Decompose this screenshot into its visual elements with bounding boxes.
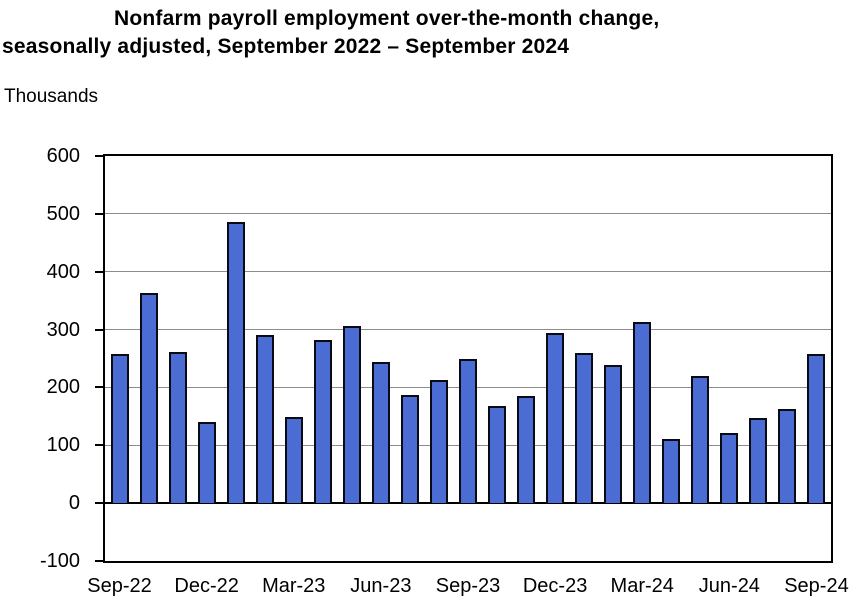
y-tick-mark xyxy=(95,560,103,562)
x-tick-label-Dec-22: Dec-22 xyxy=(174,575,239,597)
plot-area xyxy=(103,154,833,563)
gridline xyxy=(105,329,831,331)
y-axis-unit-label: Thousands xyxy=(4,86,99,107)
x-tick-label-Sep-22: Sep-22 xyxy=(87,575,152,597)
bar-Jan-23 xyxy=(226,222,245,504)
bar-Sep-24 xyxy=(807,354,826,504)
bar-Sep-23 xyxy=(459,358,477,504)
bar-Mar-23 xyxy=(284,416,303,504)
y-tick-mark xyxy=(95,328,103,331)
bar-Nov-23 xyxy=(517,395,536,504)
x-tick-label-Sep-24: Sep-24 xyxy=(784,575,849,597)
bar-Oct-22 xyxy=(139,292,158,504)
y-tick-label-600: 600 xyxy=(46,145,80,167)
gridline xyxy=(105,213,831,215)
y-tick-label-0: 0 xyxy=(68,492,80,515)
x-tick-label-Dec-23: Dec-23 xyxy=(522,575,588,597)
chart-title-line2: seasonally adjusted, September 2022 – Se… xyxy=(2,35,570,58)
y-tick-mark xyxy=(95,212,103,215)
y-tick-label-100: 100 xyxy=(46,434,80,457)
bar-Feb-23 xyxy=(255,335,274,504)
x-tick-label-Jun-24: Jun-24 xyxy=(698,575,760,597)
y-tick-label-200: 200 xyxy=(46,376,80,399)
y-tick-mark xyxy=(95,270,103,273)
bar-Nov-22 xyxy=(168,351,187,504)
x-tick-label-Mar-23: Mar-23 xyxy=(262,575,326,597)
bar-Aug-23 xyxy=(429,379,448,504)
bar-Feb-24 xyxy=(604,364,623,504)
bar-Jun-23 xyxy=(371,362,390,504)
bar-Oct-23 xyxy=(488,405,507,504)
y-tick-mark xyxy=(95,502,103,505)
x-tick-label-Sep-23: Sep-23 xyxy=(435,575,501,597)
y-tick-mark xyxy=(95,386,103,389)
bar-Sep-22 xyxy=(110,353,129,504)
y-tick-label-500: 500 xyxy=(46,202,80,225)
y-tick-mark xyxy=(95,155,103,157)
y-tick-mark xyxy=(95,444,103,447)
y-tick-label-400: 400 xyxy=(46,260,80,283)
bar-Apr-23 xyxy=(313,340,332,504)
x-tick-label-Mar-24: Mar-24 xyxy=(610,575,674,597)
bar-May-23 xyxy=(342,325,361,504)
bar-Aug-24 xyxy=(778,409,797,504)
bar-May-24 xyxy=(691,376,710,504)
bar-Jul-24 xyxy=(749,417,768,504)
y-tick-label-300: 300 xyxy=(46,318,80,341)
bar-Jan-24 xyxy=(575,353,594,504)
bar-Mar-24 xyxy=(633,321,652,504)
y-tick-label--100: -100 xyxy=(39,550,80,572)
x-tick-label-Jun-23: Jun-23 xyxy=(350,575,412,597)
chart-title-line1: Nonfarm payroll employment over-the-mont… xyxy=(114,7,660,30)
bar-Jul-23 xyxy=(400,394,419,504)
bar-Apr-24 xyxy=(662,438,681,504)
gridline xyxy=(105,271,831,273)
bar-Dec-22 xyxy=(197,421,216,504)
bar-Jun-24 xyxy=(720,432,739,504)
bar-Dec-23 xyxy=(546,333,565,504)
